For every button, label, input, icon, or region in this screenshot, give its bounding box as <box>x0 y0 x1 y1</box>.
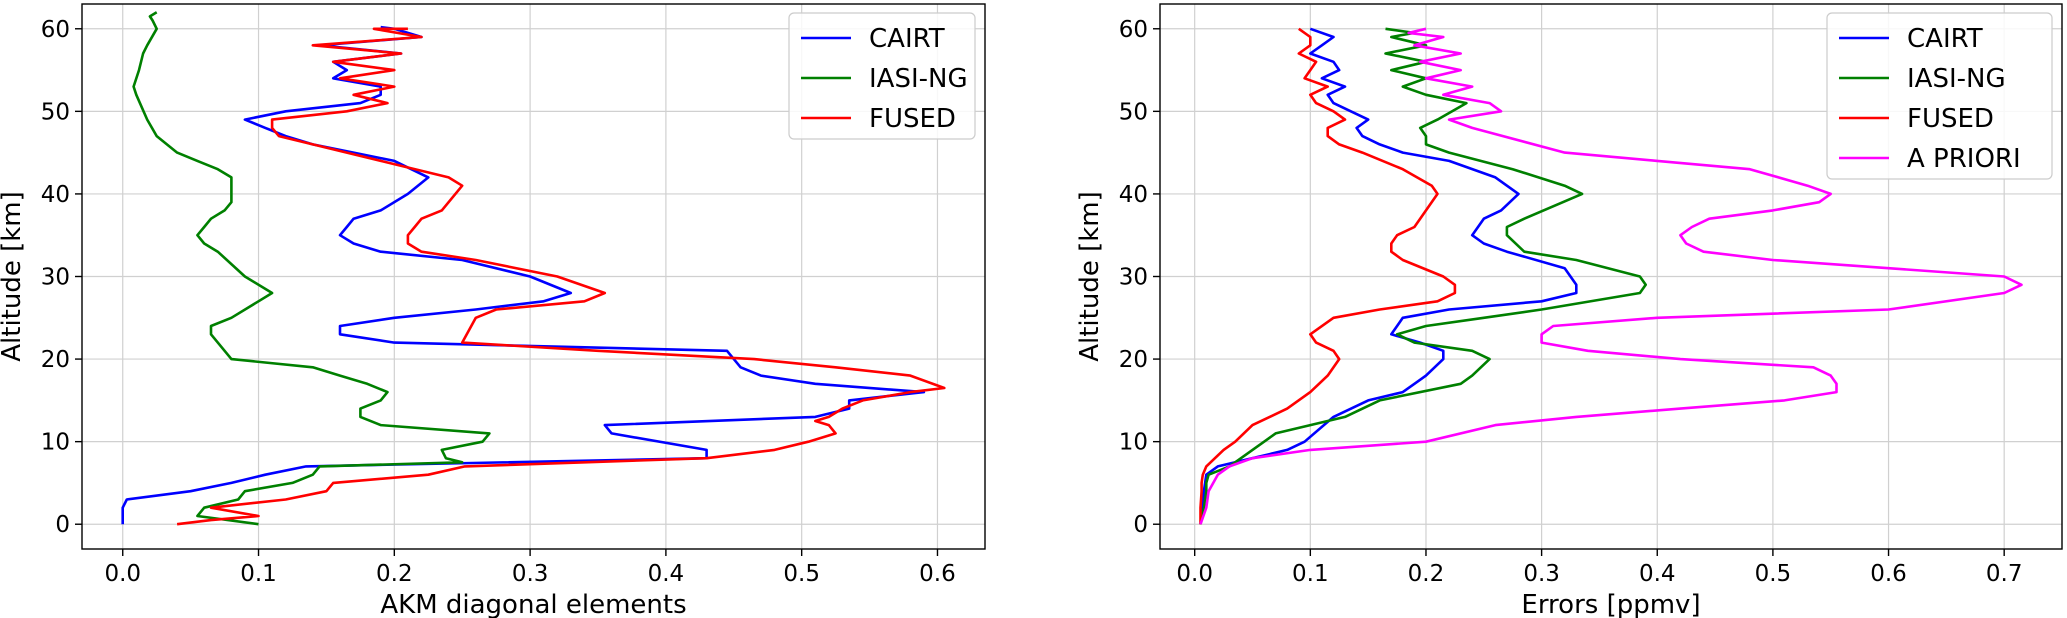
y-tick-label: 30 <box>1119 265 1148 291</box>
legend-label: A PRIORI <box>1907 144 2021 174</box>
legend-label: IASI-NG <box>1907 64 2006 94</box>
legend: CAIRT IASI-NG FUSED <box>788 12 976 140</box>
x-tick-label: 0.5 <box>783 561 820 587</box>
y-axis-label: Altitude [km] <box>0 191 27 362</box>
y-tick-label: 30 <box>41 265 70 291</box>
x-tick-label: 0.4 <box>1639 561 1676 587</box>
series-line-iasi-ng <box>132 11 491 526</box>
y-tick-label: 60 <box>41 17 70 43</box>
y-tick-label: 10 <box>1119 430 1148 456</box>
y-tick-label: 10 <box>41 430 70 456</box>
x-tick-label: 0.6 <box>919 561 956 587</box>
x-tick-label: 0.4 <box>648 561 685 587</box>
x-tick-label: 0.1 <box>1292 561 1329 587</box>
series-group <box>121 11 946 526</box>
x-tick-label: 0.2 <box>1408 561 1445 587</box>
legend-label: CAIRT <box>869 24 945 54</box>
legend-label: FUSED <box>869 104 956 134</box>
y-tick-label: 50 <box>41 99 70 125</box>
series-line-fused <box>1199 27 1457 525</box>
series-group <box>1199 27 2023 525</box>
legend: CAIRT IASI-NG FUSED A PRIORI <box>1826 12 2053 180</box>
x-axis-label: Errors [ppmv] <box>1521 590 1700 618</box>
y-tick-label: 20 <box>41 347 70 373</box>
y-tick-label: 0 <box>1133 512 1148 538</box>
x-axis-label: AKM diagonal elements <box>380 590 686 618</box>
legend-box <box>1826 12 2053 180</box>
x-tick-label: 0.0 <box>104 561 141 587</box>
legend-label: IASI-NG <box>869 64 968 94</box>
y-tick-label: 20 <box>1119 347 1148 373</box>
series-line-a-priori <box>1199 27 2023 525</box>
legend-label: CAIRT <box>1907 24 1983 54</box>
y-tick-label: 50 <box>1119 99 1148 125</box>
x-tick-label: 0.3 <box>512 561 549 587</box>
legend-label: FUSED <box>1907 104 1994 134</box>
series-line-iasi-ng <box>1199 27 1647 525</box>
series-line-cairt <box>1199 27 1578 525</box>
series-line-cairt <box>121 25 926 525</box>
x-tick-label: 0.1 <box>240 561 277 587</box>
y-tick-label: 40 <box>1119 182 1148 208</box>
y-tick-label: 0 <box>55 512 70 538</box>
series-line-fused <box>176 27 946 526</box>
chart-panel-2: 0.0 0.1 0.2 0.3 0.4 0.5 0.6 0.7 0 10 20 30 40 50 60 Err… <box>1075 3 2063 618</box>
x-tick-label: 0.7 <box>1986 561 2023 587</box>
x-tick-label: 0.3 <box>1523 561 1560 587</box>
x-tick-label: 0.0 <box>1176 561 1213 587</box>
x-tick-label: 0.5 <box>1755 561 1792 587</box>
chart-panel-1: 0.0 0.1 0.2 0.3 0.4 0.5 0.6 0 10 20 30 40 50 60 AKM di… <box>0 3 986 618</box>
y-tick-label: 40 <box>41 182 70 208</box>
x-tick-label: 0.2 <box>376 561 413 587</box>
legend-box <box>788 12 976 140</box>
y-tick-label: 60 <box>1119 17 1148 43</box>
y-axis-label: Altitude [km] <box>1075 191 1105 362</box>
x-tick-label: 0.6 <box>1870 561 1907 587</box>
